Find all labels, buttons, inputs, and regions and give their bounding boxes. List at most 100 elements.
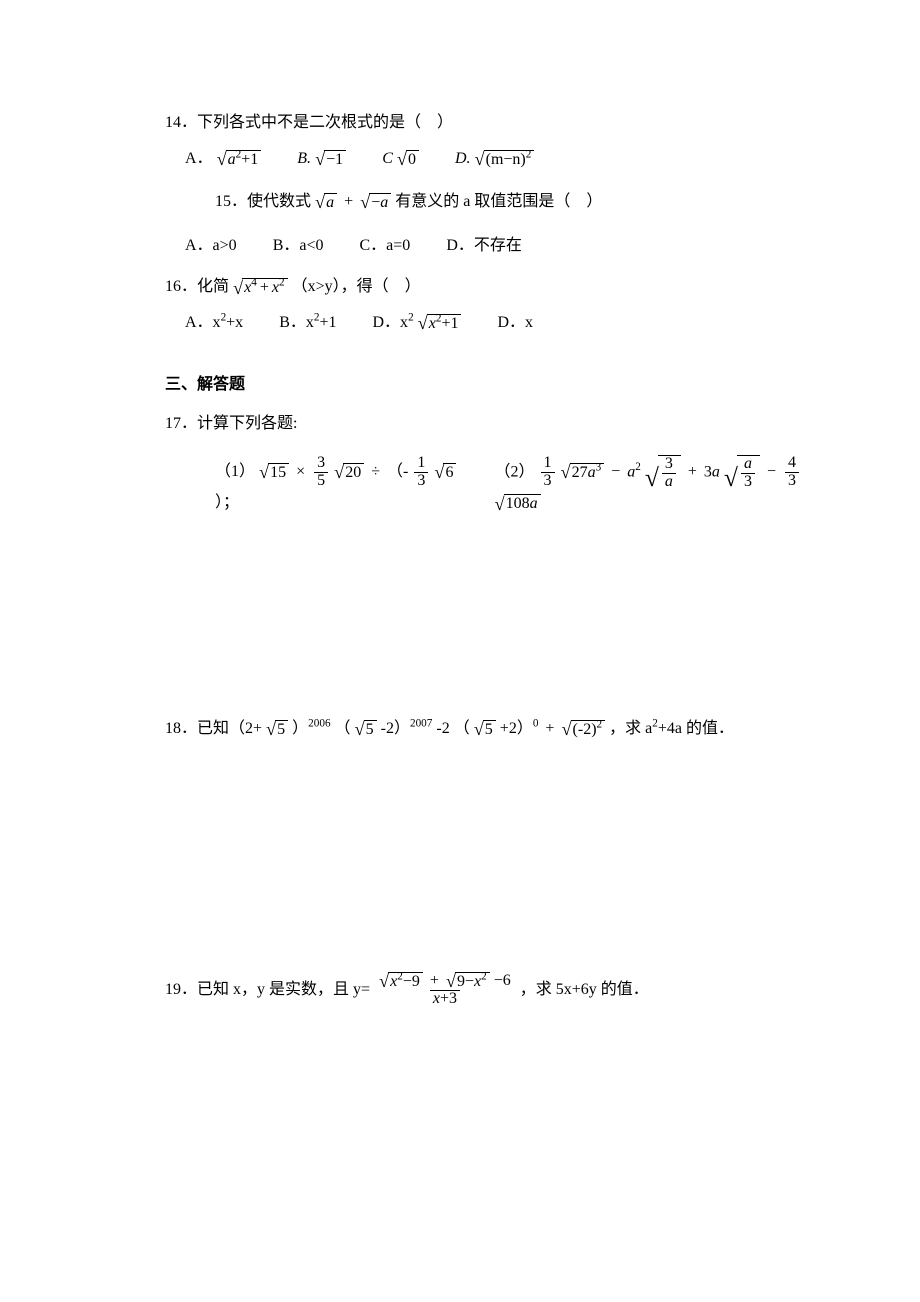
exp-2: 2: [481, 970, 487, 982]
neg-one: −1: [324, 150, 346, 169]
plus-op: +: [542, 720, 557, 737]
n5: 5: [275, 720, 288, 739]
q15-pre: 使代数式: [247, 193, 311, 210]
q19-post: ，求 5x+6y 的值．: [520, 980, 649, 997]
question-16: 16．化简 √x4+x2 （x>y），得（ ） A．x2+x B．x2+1 D．…: [165, 274, 830, 335]
q14-a-label: A．: [185, 150, 213, 167]
q14-opt-d: D. √(m−n)2: [455, 146, 534, 172]
fraction-icon: 35: [314, 455, 328, 490]
plus-2: +2）: [500, 720, 533, 737]
q14-number: 14．: [165, 114, 197, 131]
sqrt-icon: √3a: [645, 455, 681, 491]
zero: 0: [406, 150, 419, 169]
exp-3: 3: [596, 462, 602, 474]
sqrt-icon: √x2+1: [418, 314, 462, 333]
q15-post: 有意义的 a 取值范围是（ ）: [395, 193, 602, 210]
sqrt-icon: √5: [355, 720, 377, 739]
q19-number: 19．: [165, 980, 197, 997]
sqrt-icon: √20: [334, 463, 364, 482]
plus-op: +: [427, 972, 442, 989]
q17-number: 17．: [165, 415, 197, 432]
exp-2: 2: [526, 148, 532, 160]
var-a: a: [228, 151, 236, 168]
num: 3: [662, 456, 676, 473]
label: B．x: [279, 314, 314, 331]
close: ）；: [215, 494, 239, 511]
question-14: 14．下列各式中不是二次根式的是（ ） A． √a2+1 B. √−1 C √0…: [165, 110, 830, 171]
plus-one: +1: [441, 315, 458, 332]
sqrt-icon: √9−x2: [446, 972, 490, 991]
exp-2: 2: [597, 719, 603, 731]
q17-parts: （1） √15 × 35 √20 ÷ （- 13 √6 ）； （2） 13 √2…: [165, 455, 830, 516]
sqrt-icon: √5: [266, 720, 288, 739]
plus-op: +: [257, 279, 272, 296]
fraction-icon: 3a: [662, 456, 676, 491]
n5: 5: [364, 720, 377, 739]
numerator: √x2−9 + √9−x2 −6: [376, 972, 514, 991]
q16-opt-b: B．x2+1: [279, 310, 336, 336]
q15-options: A．a>0 B．a<0 C．a=0 D．不存在: [165, 233, 830, 259]
n3: 3: [704, 463, 712, 480]
q14-c-label: C: [382, 150, 393, 167]
n108: 108: [506, 495, 530, 512]
sqrt-icon: √a: [315, 193, 337, 212]
sqrt-icon: √−1: [315, 150, 346, 169]
var-a: a: [530, 495, 538, 512]
den: a: [662, 473, 676, 491]
q16-opt-a: A．x2+x: [185, 310, 243, 336]
n5: 5: [483, 720, 496, 739]
q19-pre: 已知 x，y 是实数，且 y=: [197, 980, 370, 997]
q17-text: 计算下列各题:: [197, 415, 297, 432]
den: 3: [785, 472, 799, 490]
sqrt-icon: √a3: [724, 455, 760, 491]
question-17: 17．计算下列各题:: [165, 411, 830, 437]
exp-2: 2: [408, 312, 414, 324]
open-paren: （: [454, 720, 470, 737]
q17-part-2: （2） 13 √27a3 − a2 √3a + 3a √a3 − 43 √108…: [495, 455, 830, 516]
times-op: ×: [293, 463, 308, 480]
q18-pre: 已知（2+: [197, 720, 262, 737]
tail: +x: [226, 314, 243, 331]
var-a: a: [712, 463, 720, 480]
fraction-icon: 13: [541, 455, 555, 490]
label: A．x: [185, 314, 221, 331]
sqrt-icon: √x2−9: [379, 972, 423, 991]
q18-number: 18．: [165, 720, 197, 737]
q15-opt-a: A．a>0: [185, 233, 237, 259]
plus-3: +3: [440, 990, 457, 1007]
num: 1: [541, 455, 555, 472]
den: 3: [741, 473, 755, 491]
sqrt-icon: √(m−n)2: [475, 150, 535, 169]
var-a: a: [324, 193, 337, 212]
plus-op: +: [685, 463, 700, 480]
neg: −: [371, 194, 380, 211]
n15: 15: [268, 463, 289, 482]
minus-9: −9: [403, 973, 420, 990]
q16-cond: （x>y），得（ ）: [292, 278, 421, 295]
q15-opt-b: B．a<0: [273, 233, 324, 259]
fraction-icon: 13: [414, 455, 428, 490]
q16-number: 16．: [165, 278, 197, 295]
n6: 6: [443, 463, 456, 482]
q16-pre: 化简: [197, 278, 229, 295]
section-3-title: 三、解答题: [165, 372, 830, 398]
q14-opt-c: C √0: [382, 146, 419, 172]
sqrt-icon: √−a: [360, 193, 391, 212]
q14-options: A． √a2+1 B. √−1 C √0 D. √(m−n)2: [165, 146, 830, 172]
fraction-icon: √x2−9 + √9−x2 −6 x+3: [376, 972, 514, 1008]
var-x: x: [272, 279, 279, 296]
num: 4: [785, 455, 799, 472]
sqrt-icon: √6: [434, 463, 456, 482]
q15-number: 15．: [215, 193, 247, 210]
num: a: [741, 456, 755, 473]
plus-one: +1: [241, 151, 258, 168]
sqrt-icon: √15: [259, 463, 289, 482]
q14-opt-b: B. √−1: [297, 146, 346, 172]
minus-op: −: [764, 463, 779, 480]
close-paren: ）: [292, 720, 308, 737]
label: D．x: [373, 314, 409, 331]
plus-op: +: [341, 193, 356, 210]
minus-6: −6: [494, 972, 511, 989]
m-minus-n: (m−n): [486, 151, 526, 168]
open-neg: （-: [387, 463, 408, 480]
